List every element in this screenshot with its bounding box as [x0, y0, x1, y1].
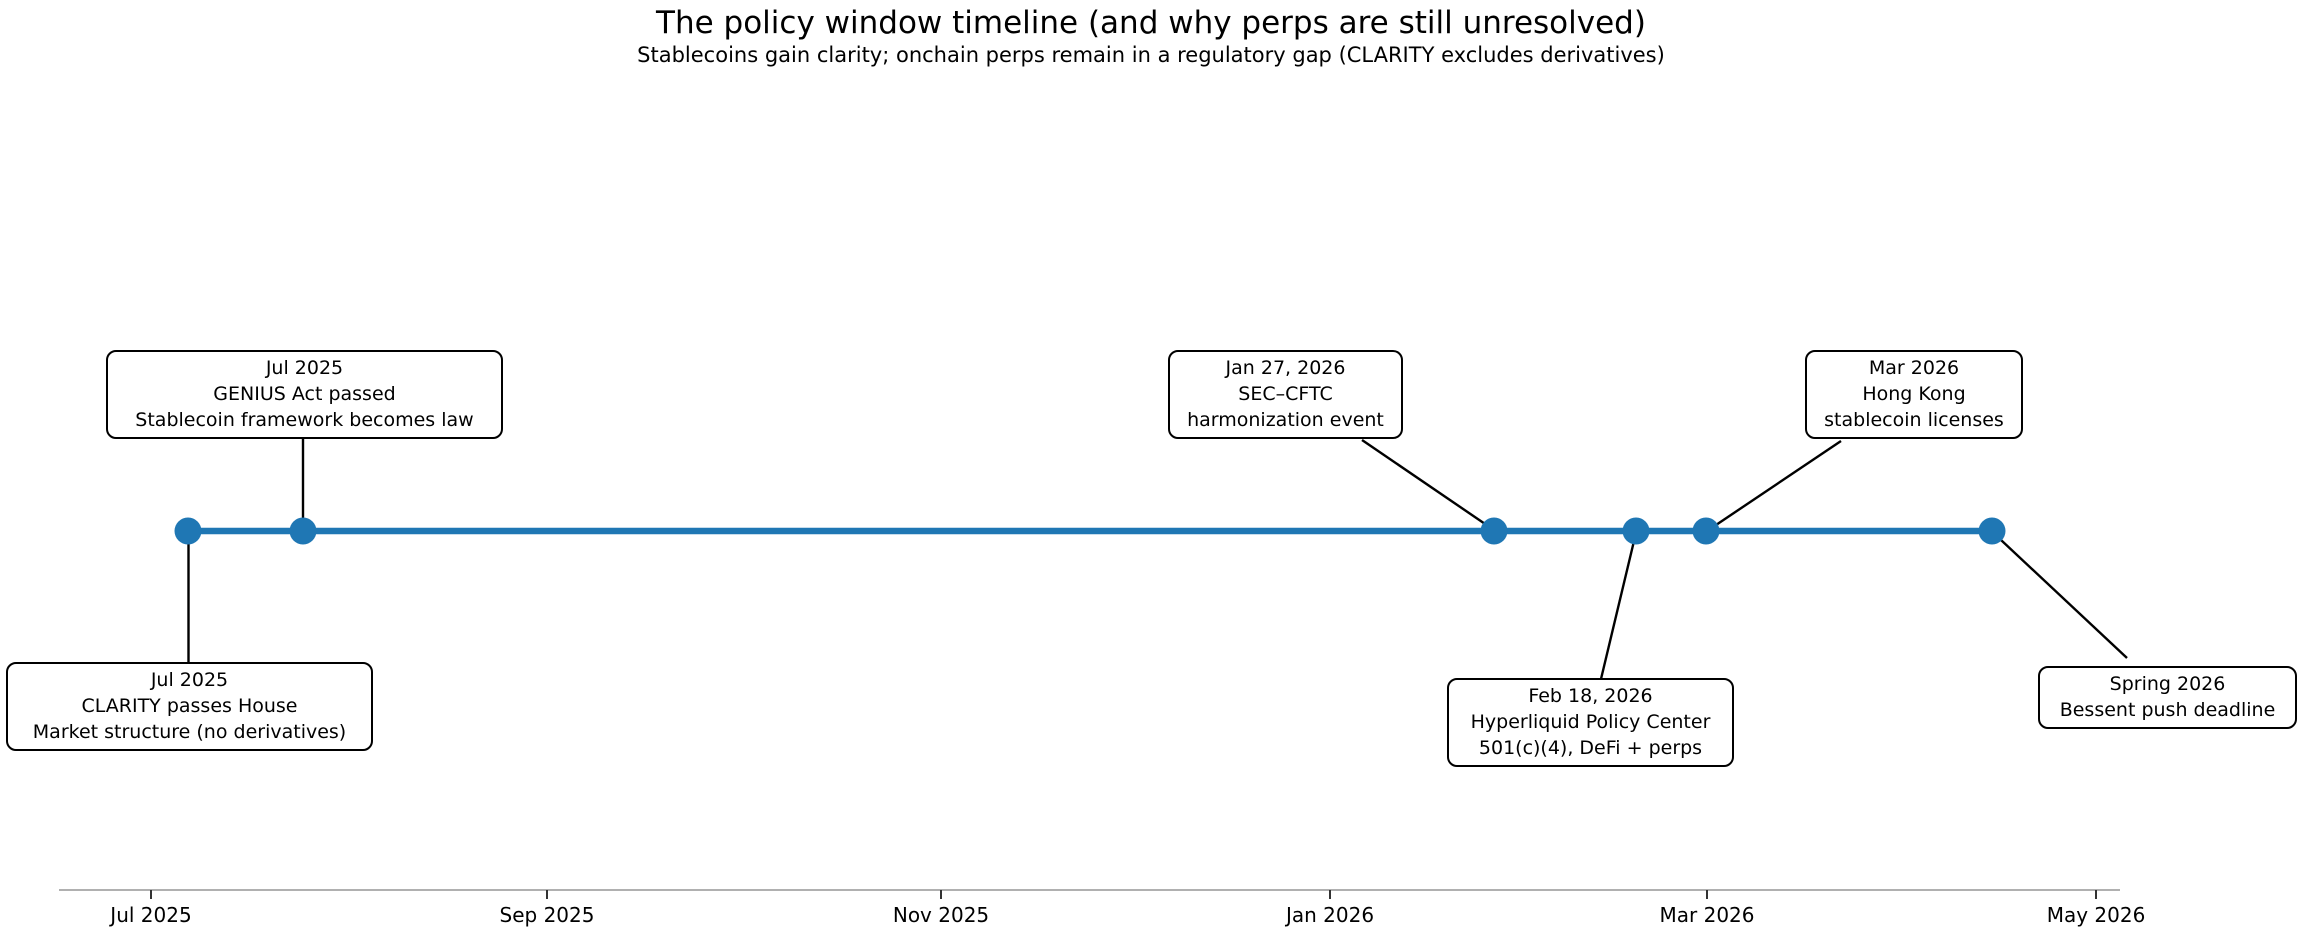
- annotation-box-sec-cftc: Jan 27, 2026 SEC–CFTC harmonization even…: [1168, 350, 1403, 439]
- annotation-box-hong-kong: Mar 2026 Hong Kong stablecoin licenses: [1805, 350, 2023, 439]
- annotation-date: Jul 2025: [265, 357, 344, 379]
- annotation-date: Jul 2025: [150, 669, 229, 691]
- annotation-detail: harmonization event: [1187, 409, 1384, 431]
- annotation-box-bessent: Spring 2026 Bessent push deadline: [2038, 666, 2297, 729]
- annotation-box-clarity: Jul 2025 CLARITY passes House Market str…: [6, 662, 373, 751]
- annotation-label: GENIUS Act passed: [213, 383, 396, 405]
- x-axis-tick-label: Nov 2025: [892, 903, 990, 927]
- annotation-detail: Stablecoin framework becomes law: [135, 409, 474, 431]
- connector-line-sec: [1361, 439, 1492, 529]
- x-axis-tick-label: Sep 2025: [499, 903, 595, 927]
- annotation-detail: stablecoin licenses: [1824, 409, 2004, 431]
- annotation-label: Hyperliquid Policy Center: [1470, 711, 1711, 733]
- event-marker-hk: [1692, 517, 1720, 545]
- annotation-label: Bessent push deadline: [2059, 699, 2276, 721]
- x-axis-tick-label: May 2026: [2046, 903, 2146, 927]
- event-marker-genius: [289, 517, 317, 545]
- connector-line-hk: [1715, 440, 1842, 526]
- annotation-date: Jan 27, 2026: [1225, 357, 1346, 379]
- event-marker-bessent: [1978, 517, 2006, 545]
- annotation-detail: Market structure (no derivatives): [32, 721, 347, 743]
- x-axis-tick-label: Mar 2026: [1659, 903, 1755, 927]
- annotation-label: Hong Kong: [1862, 383, 1966, 405]
- annotation-label: CLARITY passes House: [81, 695, 298, 717]
- x-axis-tick-label: Jul 2025: [110, 903, 192, 927]
- annotation-label: SEC–CFTC: [1238, 383, 1333, 405]
- event-marker-clarity: [174, 517, 202, 545]
- annotation-date: Feb 18, 2026: [1528, 685, 1653, 707]
- chart-title: The policy window timeline (and why perp…: [656, 5, 1646, 41]
- annotation-date: Mar 2026: [1868, 357, 1960, 379]
- connector-line-hyper: [1599, 540, 1636, 680]
- event-marker-sec: [1480, 517, 1508, 545]
- annotation-box-hyperliquid: Feb 18, 2026 Hyperliquid Policy Center 5…: [1447, 678, 1734, 767]
- annotation-detail: 501(c)(4), DeFi + perps: [1478, 737, 1703, 759]
- annotation-box-genius: Jul 2025 GENIUS Act passed Stablecoin fr…: [106, 350, 503, 439]
- connector-line-bessent: [2000, 539, 2128, 659]
- event-marker-hyper: [1622, 517, 1650, 545]
- chart-subtitle: Stablecoins gain clarity; onchain perps …: [637, 43, 1665, 67]
- annotation-date: Spring 2026: [2109, 673, 2226, 695]
- x-axis-tick-label: Jan 2026: [1285, 903, 1375, 927]
